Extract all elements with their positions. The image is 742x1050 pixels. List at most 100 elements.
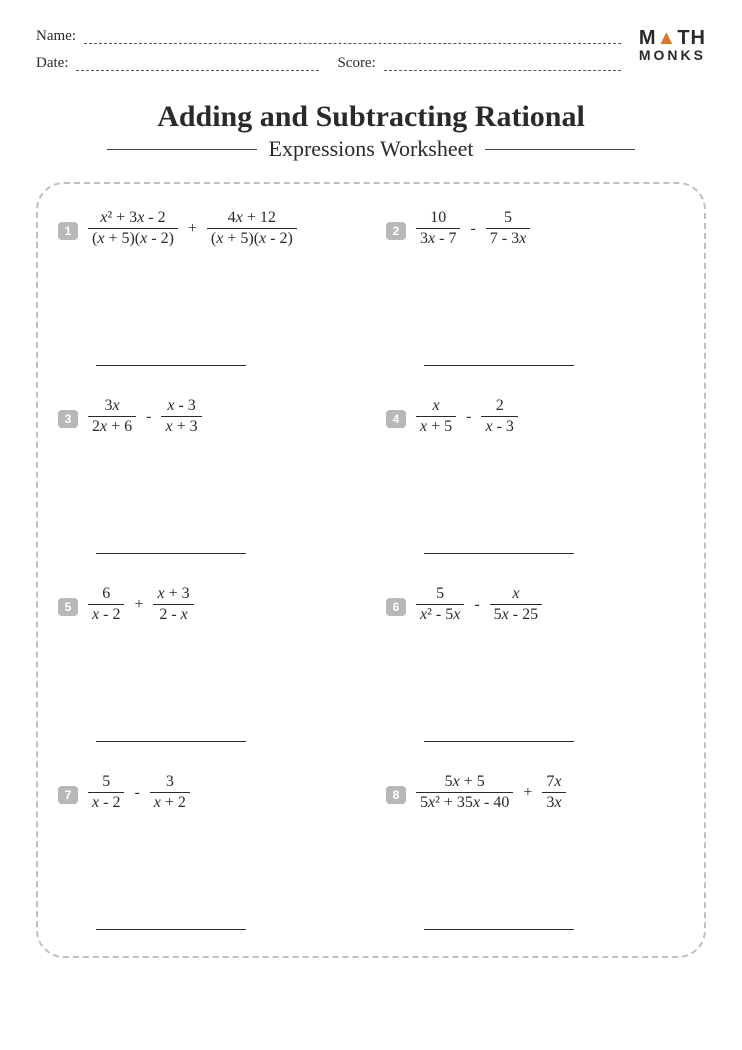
name-blank[interactable] xyxy=(84,30,621,44)
numerator: 2 xyxy=(492,396,508,416)
problem-number-badge: 6 xyxy=(386,598,406,616)
operator: - xyxy=(472,596,481,614)
numerator: 5 xyxy=(500,208,516,228)
denominator: 5x² + 35x - 40 xyxy=(416,793,513,813)
denominator: (x + 5)(x - 2) xyxy=(207,229,297,249)
worksheet-header: Name: Date: Score: M▲TH MONKS xyxy=(36,28,706,72)
fraction: 6x - 2 xyxy=(88,584,124,625)
problem-8: 8 5x + 55x² + 35x - 40 +7x3x xyxy=(386,772,684,948)
fraction: 2x - 3 xyxy=(481,396,517,437)
numerator: 6 xyxy=(98,584,114,604)
operator: + xyxy=(521,784,534,802)
score-blank[interactable] xyxy=(384,57,621,71)
expression: 6x - 2 + x + 32 - x xyxy=(88,584,194,625)
expression: 5x² - 5x-x5x - 25 xyxy=(416,584,542,625)
fraction: x² + 3x - 2(x + 5)(x - 2) xyxy=(88,208,178,249)
fraction: 5x - 2 xyxy=(88,772,124,813)
problem-7: 75x - 2-3x + 2 xyxy=(58,772,356,948)
operator: + xyxy=(186,220,199,238)
problem-4: 4xx + 5-2x - 3 xyxy=(386,396,684,572)
answer-blank[interactable] xyxy=(424,929,574,930)
answer-blank[interactable] xyxy=(96,929,246,930)
denominator: 2 - x xyxy=(155,605,191,625)
fraction: 3x + 2 xyxy=(150,772,190,813)
numerator: x + 3 xyxy=(153,584,193,604)
operator: + xyxy=(132,596,145,614)
math-monks-logo: M▲TH MONKS xyxy=(639,28,706,62)
problem-5: 5 6x - 2 + x + 32 - x xyxy=(58,584,356,760)
problem-3: 3 3x2x + 6-x - 3x + 3 xyxy=(58,396,356,572)
operator: - xyxy=(132,784,141,802)
title-rule-left xyxy=(107,149,257,150)
denominator: x - 3 xyxy=(481,417,517,437)
problem-number-badge: 3 xyxy=(58,410,78,428)
answer-blank[interactable] xyxy=(96,741,246,742)
numerator: 3x xyxy=(101,396,124,416)
fraction: 103x - 7 xyxy=(416,208,460,249)
problem-number-badge: 1 xyxy=(58,222,78,240)
numerator: 7x xyxy=(542,772,565,792)
denominator: 3x xyxy=(542,793,565,813)
numerator: 5 xyxy=(98,772,114,792)
denominator: x + 5 xyxy=(416,417,456,437)
problem-6: 65x² - 5x-x5x - 25 xyxy=(386,584,684,760)
title-rule-right xyxy=(485,149,635,150)
expression: xx + 5-2x - 3 xyxy=(416,396,518,437)
fraction: x + 32 - x xyxy=(153,584,193,625)
problem-number-badge: 7 xyxy=(58,786,78,804)
denominator: x + 3 xyxy=(161,417,201,437)
fraction: xx + 5 xyxy=(416,396,456,437)
problem-number-badge: 2 xyxy=(386,222,406,240)
problem-number-badge: 4 xyxy=(386,410,406,428)
numerator: 3 xyxy=(162,772,178,792)
fraction: 7x3x xyxy=(542,772,565,813)
denominator: x - 2 xyxy=(88,605,124,625)
title-line-2: Expressions Worksheet xyxy=(269,136,474,162)
denominator: (x + 5)(x - 2) xyxy=(88,229,178,249)
expression: 5x - 2-3x + 2 xyxy=(88,772,190,813)
numerator: x xyxy=(508,584,523,604)
problem-1: 1x² + 3x - 2(x + 5)(x - 2)+4x + 12(x + 5… xyxy=(58,208,356,384)
fraction: 4x + 12(x + 5)(x - 2) xyxy=(207,208,297,249)
fraction: 5x² - 5x xyxy=(416,584,464,625)
denominator: 2x + 6 xyxy=(88,417,136,437)
denominator: 7 - 3x xyxy=(486,229,530,249)
expression: x² + 3x - 2(x + 5)(x - 2)+4x + 12(x + 5)… xyxy=(88,208,297,249)
fraction: 57 - 3x xyxy=(486,208,530,249)
problem-2: 2103x - 7-57 - 3x xyxy=(386,208,684,384)
denominator: 3x - 7 xyxy=(416,229,460,249)
expression: 103x - 7-57 - 3x xyxy=(416,208,530,249)
expression: 3x2x + 6-x - 3x + 3 xyxy=(88,396,202,437)
fraction: x5x - 25 xyxy=(490,584,542,625)
numerator: x - 3 xyxy=(163,396,199,416)
denominator: x + 2 xyxy=(150,793,190,813)
numerator: 10 xyxy=(426,208,450,228)
worksheet-title: Adding and Subtracting Rational Expressi… xyxy=(36,100,706,162)
fraction: 3x2x + 6 xyxy=(88,396,136,437)
score-label: Score: xyxy=(337,55,375,72)
fraction: 5x + 55x² + 35x - 40 xyxy=(416,772,513,813)
problem-number-badge: 5 xyxy=(58,598,78,616)
answer-blank[interactable] xyxy=(424,741,574,742)
numerator: 5x + 5 xyxy=(441,772,489,792)
answer-blank[interactable] xyxy=(424,365,574,366)
answer-blank[interactable] xyxy=(424,553,574,554)
operator: - xyxy=(144,408,153,426)
fraction: x - 3x + 3 xyxy=(161,396,201,437)
denominator: x² - 5x xyxy=(416,605,464,625)
operator: - xyxy=(464,408,473,426)
answer-blank[interactable] xyxy=(96,553,246,554)
name-label: Name: xyxy=(36,28,76,45)
date-label: Date: xyxy=(36,55,68,72)
numerator: x xyxy=(429,396,444,416)
problems-container: 1x² + 3x - 2(x + 5)(x - 2)+4x + 12(x + 5… xyxy=(36,182,706,958)
expression: 5x + 55x² + 35x - 40 +7x3x xyxy=(416,772,566,813)
date-blank[interactable] xyxy=(76,57,319,71)
numerator: x² + 3x - 2 xyxy=(96,208,169,228)
numerator: 5 xyxy=(432,584,448,604)
problem-number-badge: 8 xyxy=(386,786,406,804)
operator: - xyxy=(468,220,477,238)
title-line-1: Adding and Subtracting Rational xyxy=(36,100,706,134)
denominator: 5x - 25 xyxy=(490,605,542,625)
answer-blank[interactable] xyxy=(96,365,246,366)
